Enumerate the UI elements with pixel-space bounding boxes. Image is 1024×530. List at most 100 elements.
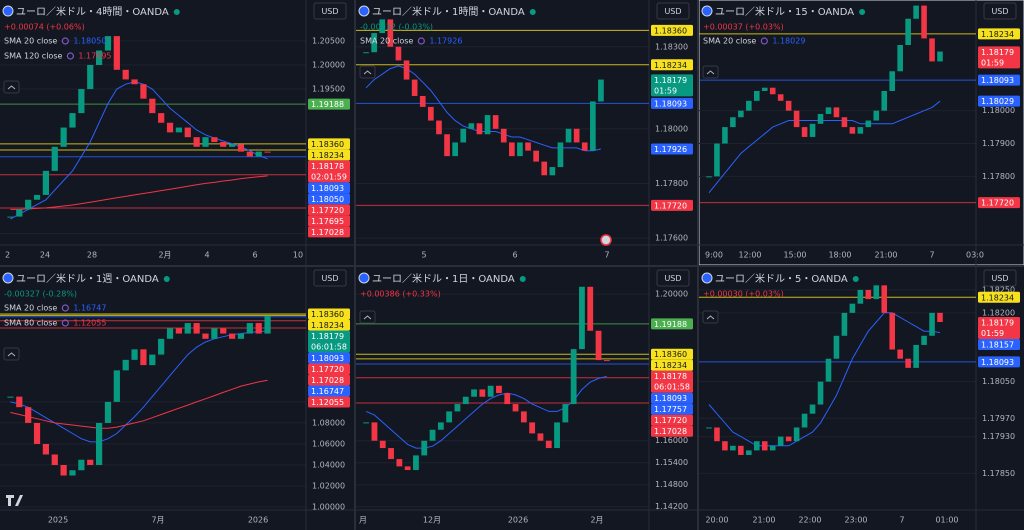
candle (833, 107, 840, 118)
price-tag (651, 370, 693, 393)
indicator-name: SMA 20 close (703, 37, 756, 46)
candle (444, 134, 450, 157)
currency-button[interactable] (313, 269, 347, 287)
price-tag-label: 1.19188 (654, 320, 687, 329)
candle (889, 71, 896, 91)
collapse-icon (363, 70, 372, 75)
price-tag-countdown: 01:59 (981, 329, 1004, 338)
candle (436, 120, 442, 135)
sma-line (708, 100, 941, 194)
y-tick-label: 1.14800 (655, 480, 688, 489)
event-flag (600, 234, 612, 246)
candle (371, 33, 377, 53)
price-tag (308, 215, 350, 227)
currency-button[interactable] (656, 269, 690, 287)
candle (529, 422, 536, 434)
price-tag (978, 28, 1020, 40)
y-tick-label: 1.18000 (655, 124, 688, 133)
price-tag-label: 1.18029 (981, 97, 1014, 106)
candle (537, 433, 544, 441)
chart-panel[interactable]: 1.205001.200001.195001.165001.191881.183… (0, 0, 354, 265)
candle (873, 285, 880, 300)
candle (769, 87, 776, 95)
currency-label: USD (664, 7, 681, 16)
chart-panel[interactable]: 1.18300 1.18000 1.17800 1.17600 1.18360 1.182… (356, 0, 697, 265)
candle (371, 422, 378, 441)
candle (411, 79, 418, 96)
candle (777, 436, 784, 446)
price-tag (651, 97, 693, 109)
collapse-button[interactable] (702, 310, 719, 324)
candle (33, 194, 41, 200)
candle (841, 312, 848, 336)
candle (476, 123, 483, 135)
candle (857, 289, 864, 304)
chart-title: ユーロ／米ドル・1時間・OANDA (372, 5, 525, 18)
price-tag (651, 59, 693, 71)
chart-panel[interactable]: 1.20000 1.16000 1.15400 1.14800 1.14200 1.191… (356, 267, 697, 530)
price-tag (978, 291, 1020, 303)
price-tag-label: 1.18234 (654, 361, 687, 370)
candle (706, 427, 712, 429)
price-tag (651, 414, 693, 426)
collapse-button[interactable] (359, 65, 376, 79)
candle (363, 422, 370, 424)
symbol-icon (2, 272, 14, 284)
price-tag (978, 316, 1020, 339)
chart-panel[interactable]: 1.18250 1.18200 1.18050 1.17970 1.17930 1.178… (699, 267, 1024, 530)
candle (541, 161, 548, 176)
candle (131, 349, 138, 360)
currency-button[interactable] (983, 2, 1017, 20)
candle (404, 466, 411, 471)
candle (753, 90, 760, 101)
price-tag-label: 1.17720 (311, 365, 344, 374)
x-tick-label: 23:00 (844, 516, 867, 525)
x-tick-label: 6 (252, 251, 257, 260)
y-tick-label: 1.18000 (982, 106, 1015, 115)
collapse-button[interactable] (3, 347, 20, 361)
collapse-button[interactable] (702, 65, 719, 79)
price-tag-label: 1.19188 (311, 100, 344, 109)
candle (255, 151, 262, 157)
price-tag (308, 396, 350, 408)
collapse-button[interactable] (3, 80, 20, 94)
candle (738, 445, 744, 455)
x-tick-label: 28 (87, 251, 97, 260)
sma-line (10, 330, 268, 443)
indicator-icon (61, 37, 69, 45)
candle (777, 94, 784, 101)
price-tag (978, 46, 1020, 69)
candle (905, 18, 911, 45)
price-tag-label: 1.18178 (311, 162, 344, 171)
candle (113, 370, 120, 402)
x-tick-label: 12:00 (738, 251, 761, 260)
price-tag (651, 403, 693, 415)
x-tick-label: 2月 (158, 251, 171, 260)
candle (184, 323, 191, 334)
price-tag-label: 1.18360 (654, 26, 687, 35)
candle (598, 79, 604, 102)
chart-panel[interactable]: 1.18000 1.17900 1.17800 1.18234 1.1817901:59… (699, 0, 1024, 265)
price-tag-label: 1.18234 (981, 293, 1014, 302)
collapse-icon (7, 352, 16, 357)
candle (562, 404, 569, 423)
y-tick-label: 1.18250 (982, 285, 1015, 294)
candle (419, 95, 426, 107)
currency-button[interactable] (983, 269, 1017, 287)
chart-panel[interactable]: 1.100001.080001.060001.040001.020001.000… (0, 267, 354, 530)
candle (833, 335, 840, 359)
price-tag (651, 425, 693, 437)
candle (42, 170, 50, 195)
chart-title: ユーロ／米ドル・5・OANDA (715, 272, 848, 285)
candle (905, 358, 911, 368)
candle (937, 51, 943, 62)
price-change: -0.00327 (-0.28%) (4, 290, 77, 299)
candle (603, 360, 610, 362)
price-tag-label: 1.17757 (654, 405, 687, 414)
price-change: +0.00386 (+0.33%) (360, 290, 441, 299)
currency-button[interactable] (313, 2, 347, 20)
currency-button[interactable] (656, 2, 690, 20)
price-tag-countdown: 06:01:58 (654, 383, 690, 392)
x-tick-label: 7 (899, 516, 904, 525)
collapse-button[interactable] (359, 310, 376, 324)
